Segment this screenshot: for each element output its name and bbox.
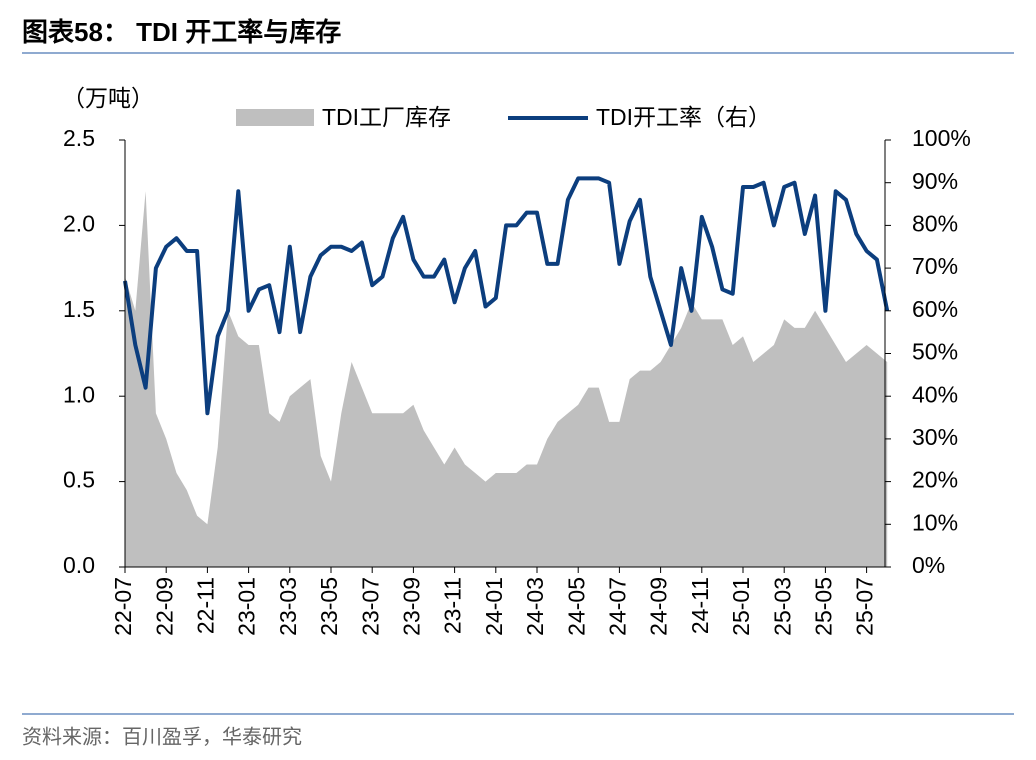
y2-tick-label: 40% [912,381,958,407]
y-tick-label: 1.5 [63,296,95,322]
x-tick-label: 25-01 [728,577,754,636]
y-axis-unit: （万吨） [62,85,154,111]
x-tick-label: 25-07 [852,577,878,636]
x-tick-label: 24-11 [687,577,713,634]
y2-tick-label: 20% [912,467,958,493]
y2-tick-label: 30% [912,424,958,450]
x-tick-label: 22-07 [110,577,136,636]
chart-title: 图表58： TDI 开工率与库存 [22,17,341,47]
legend-label: TDI开工率（右） [596,104,771,130]
y2-tick-label: 60% [912,296,958,322]
inventory-area [125,191,888,568]
y2-tick-label: 50% [912,339,958,365]
x-tick-label: 24-09 [646,577,672,636]
x-tick-label: 23-03 [275,577,301,636]
legend-label: TDI工厂库存 [322,104,451,130]
rate-line [123,176,890,416]
y-tick-label: 2.0 [63,210,95,236]
y-tick-label: 0.5 [63,467,95,493]
y2-tick-label: 0% [912,552,945,578]
x-tick-label: 23-05 [316,577,342,636]
x-tick-label: 24-03 [522,577,548,636]
x-tick-label: 23-07 [357,577,383,636]
x-tick-label: 23-01 [234,577,260,636]
legend-swatch [236,109,314,126]
y2-tick-label: 80% [912,210,958,236]
y2-tick-label: 90% [912,168,958,194]
y-tick-label: 1.0 [63,381,95,407]
y-tick-label: 0.0 [63,552,95,578]
y2-tick-label: 100% [912,125,971,151]
x-tick-label: 24-05 [563,577,589,636]
x-tick-label: 25-05 [810,577,836,636]
x-tick-label: 22-11 [192,577,218,634]
source: 资料来源：百川盈孚，华泰研究 [22,725,302,748]
x-tick-label: 24-01 [481,577,507,636]
y2-tick-label: 10% [912,509,958,535]
x-tick-label: 22-09 [151,577,177,636]
y2-tick-label: 70% [912,253,958,279]
x-tick-label: 25-03 [769,577,795,636]
x-tick-label: 23-09 [398,577,424,636]
x-tick-label: 24-07 [604,577,630,636]
y-tick-label: 2.5 [63,125,95,151]
x-tick-label: 23-11 [440,577,466,634]
